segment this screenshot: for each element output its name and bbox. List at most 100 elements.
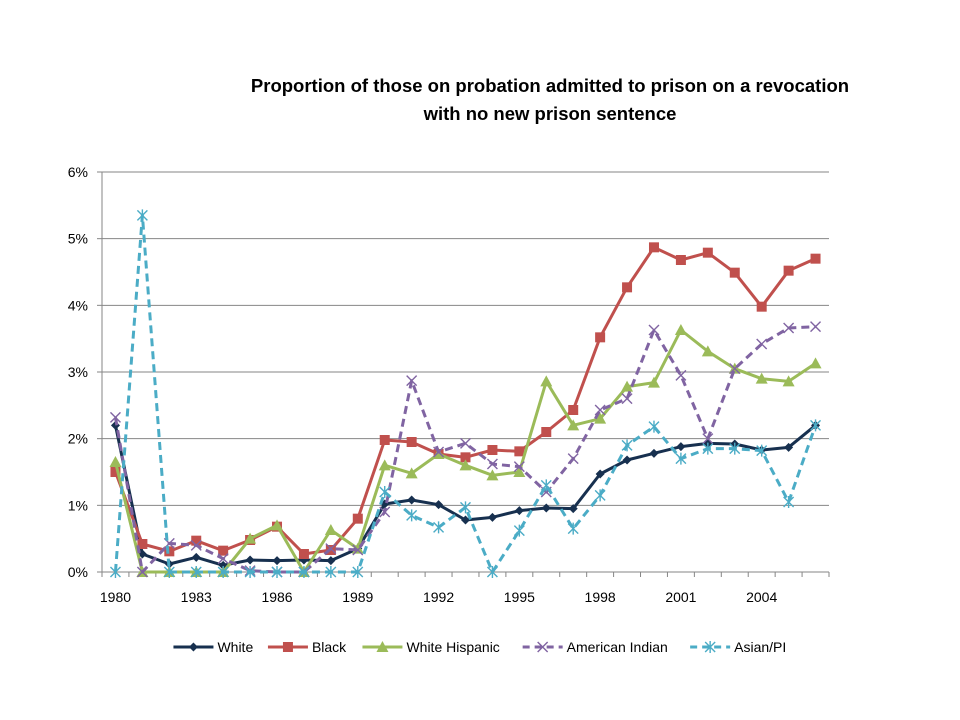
data-point <box>649 448 659 458</box>
data-point <box>405 467 418 479</box>
data-point <box>648 420 660 433</box>
data-point <box>486 458 498 470</box>
data-point <box>729 267 740 278</box>
data-point <box>568 504 578 514</box>
data-point <box>433 521 445 534</box>
data-point <box>648 242 659 253</box>
data-point <box>109 411 121 423</box>
data-point <box>782 375 795 387</box>
data-point <box>647 376 660 388</box>
data-point <box>513 461 525 473</box>
chart-title-line-1: Proportion of those on probation admitte… <box>250 75 850 96</box>
data-point <box>648 324 660 336</box>
data-point <box>783 265 794 276</box>
data-point <box>810 419 822 432</box>
legend-label: White Hispanic <box>406 639 499 655</box>
y-tick-label: 0% <box>68 564 88 580</box>
data-point <box>487 445 498 455</box>
data-point <box>675 452 687 465</box>
data-point <box>191 552 201 562</box>
data-point <box>567 453 579 465</box>
data-point <box>486 566 498 578</box>
data-point <box>379 506 391 518</box>
data-point <box>461 515 470 525</box>
x-tick-label: 1998 <box>585 589 616 605</box>
data-point <box>783 322 795 334</box>
legend-item-american-indian: American Indian <box>522 639 668 655</box>
data-point <box>459 459 472 471</box>
data-point <box>407 495 417 505</box>
legend-marker-icon <box>704 641 716 653</box>
legend-marker-icon <box>282 642 293 652</box>
data-point <box>675 255 686 265</box>
data-point <box>378 459 391 471</box>
series-layer <box>109 209 822 578</box>
data-point <box>809 357 822 369</box>
x-tick-label: 1980 <box>100 589 131 605</box>
data-point <box>594 489 606 502</box>
legend-marker-icon <box>537 641 549 653</box>
legend: White Black White Hispanic American Indian A… <box>173 639 786 655</box>
legend-label: White <box>217 639 253 655</box>
data-point <box>191 535 202 546</box>
data-point <box>460 437 471 449</box>
data-point <box>729 442 741 455</box>
data-point <box>434 500 444 510</box>
data-point <box>406 437 417 447</box>
data-point <box>406 375 418 387</box>
data-point <box>621 393 633 405</box>
y-tick-label: 6% <box>68 164 88 180</box>
series-line <box>113 325 816 574</box>
data-point <box>298 549 309 559</box>
legend-item-white: White <box>173 639 253 655</box>
y-tick-label: 2% <box>68 431 88 447</box>
data-point <box>756 338 768 350</box>
data-point <box>514 506 524 516</box>
data-point <box>352 513 363 524</box>
data-point <box>190 539 202 551</box>
data-point <box>756 444 768 457</box>
data-point <box>595 469 605 479</box>
data-point <box>783 496 795 508</box>
data-point <box>271 566 283 578</box>
data-point <box>486 469 499 481</box>
legend-label: Asian/PI <box>734 639 786 655</box>
data-point <box>567 419 580 431</box>
x-tick-label: 1983 <box>181 589 212 605</box>
data-point <box>622 455 632 465</box>
data-point <box>244 532 257 544</box>
legend-label: Black <box>312 639 347 655</box>
data-point <box>622 282 633 293</box>
data-point <box>460 501 471 514</box>
axes: 0% 1% 2% 3% 4% 5% 6% 1980 1983 1986 1989 1992 1995 19… <box>68 164 830 605</box>
data-point <box>621 439 633 452</box>
data-point <box>271 519 284 531</box>
data-point <box>755 372 768 384</box>
series-asian-pi <box>109 209 822 578</box>
legend-marker-icon <box>188 642 198 652</box>
data-point <box>406 509 418 522</box>
data-point <box>433 446 445 458</box>
data-point <box>541 427 552 437</box>
data-point <box>513 524 525 537</box>
data-point <box>676 442 686 452</box>
data-point <box>568 405 579 415</box>
data-point <box>701 345 714 357</box>
data-point <box>784 442 794 452</box>
x-tick-label: 1992 <box>423 589 454 605</box>
data-point <box>326 556 336 566</box>
y-tick-label: 3% <box>68 364 88 380</box>
data-point <box>163 566 175 578</box>
data-point <box>756 301 767 312</box>
data-point <box>487 512 497 522</box>
data-point <box>136 209 148 222</box>
chart-title: Proportion of those on probation admitte… <box>150 72 950 128</box>
data-point <box>136 566 148 578</box>
y-tick-label: 4% <box>68 297 88 313</box>
data-point <box>541 503 551 513</box>
data-point <box>675 369 687 381</box>
data-point <box>164 546 175 557</box>
data-point <box>110 467 121 477</box>
data-point <box>325 543 337 555</box>
